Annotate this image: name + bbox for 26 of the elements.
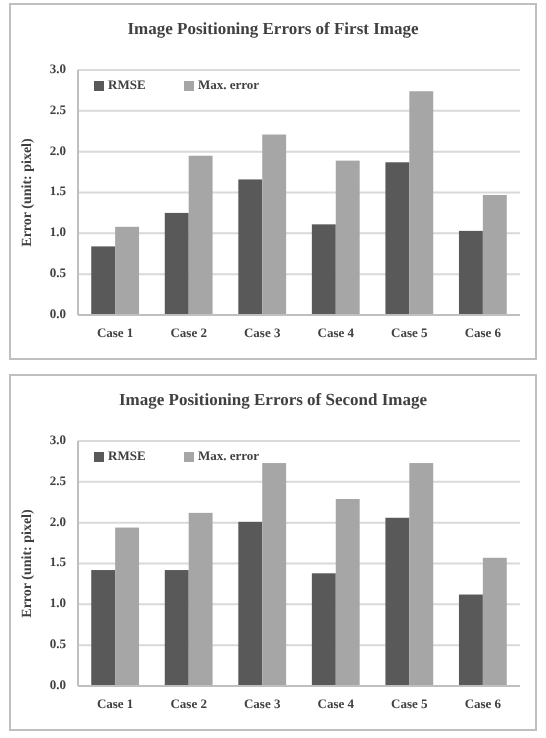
bar	[91, 570, 116, 686]
bar	[458, 230, 483, 315]
bar	[311, 573, 336, 686]
bar	[311, 224, 336, 315]
bar	[385, 162, 410, 315]
chart-title: Image Positioning Errors of First Image	[127, 18, 419, 38]
bar	[458, 594, 483, 686]
bar	[482, 557, 507, 686]
bar	[335, 498, 360, 686]
bar	[262, 134, 287, 315]
bar	[262, 463, 287, 686]
bar	[409, 91, 434, 315]
bar	[238, 179, 263, 315]
bar	[115, 527, 140, 686]
bar	[238, 521, 263, 686]
bar	[188, 512, 213, 686]
bar	[164, 212, 189, 315]
bar	[164, 570, 189, 686]
bar	[188, 155, 213, 315]
bar	[335, 160, 360, 315]
bar	[91, 246, 116, 315]
bar	[385, 517, 410, 686]
chart-title: Image Positioning Errors of Second Image	[118, 389, 428, 409]
bar	[115, 226, 140, 315]
bar	[409, 463, 434, 686]
bar	[482, 194, 507, 315]
